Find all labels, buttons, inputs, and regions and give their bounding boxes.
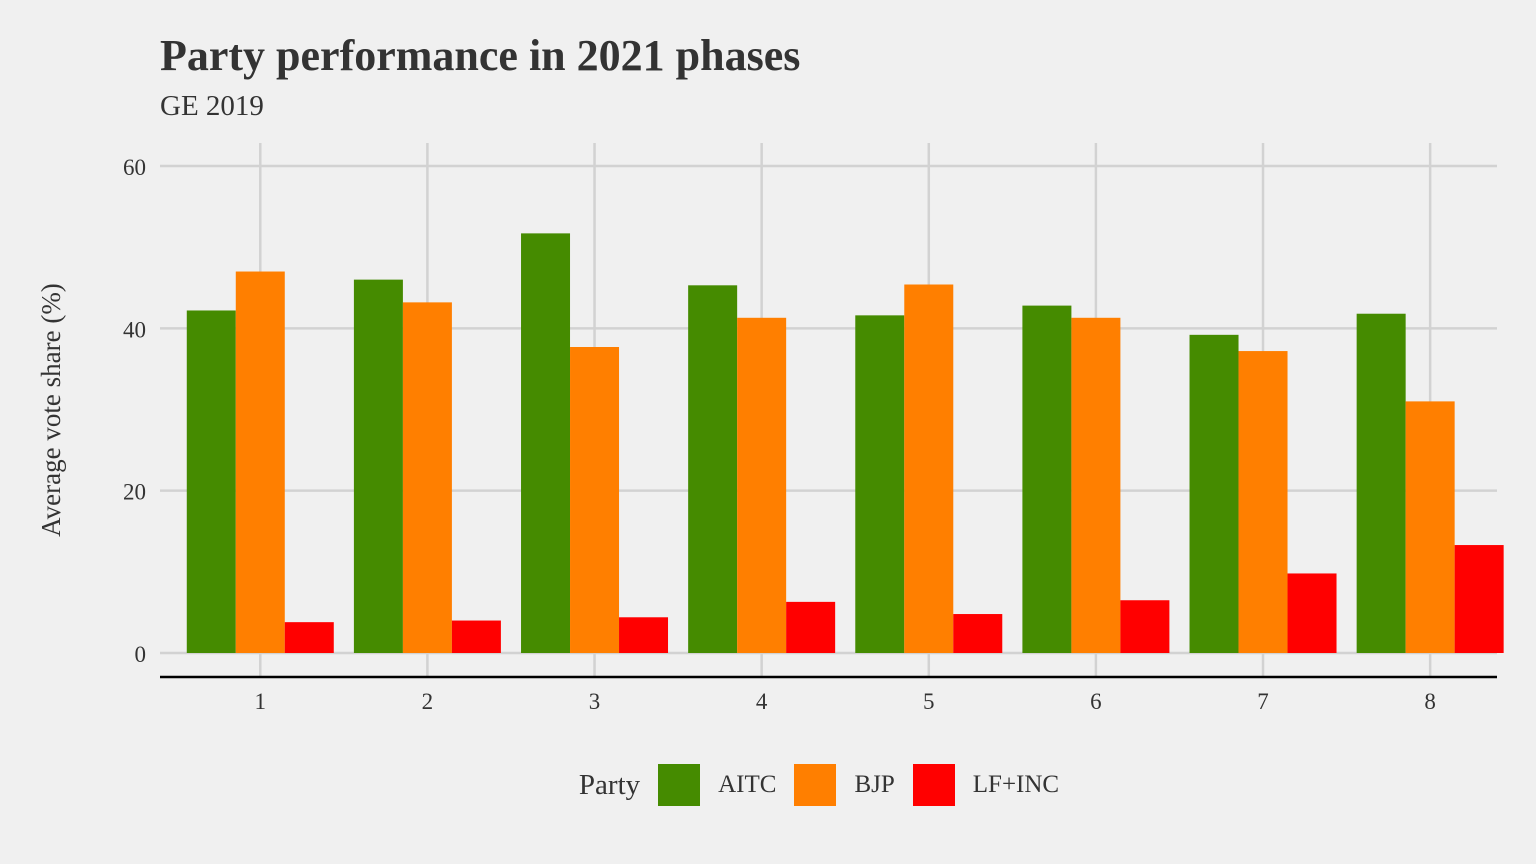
bar-bjp-phase-6 bbox=[1071, 317, 1121, 653]
legend-swatch-aitc bbox=[658, 764, 701, 806]
chart-subtitle: GE 2019 bbox=[160, 90, 264, 122]
y-tick-labels: 0 20 40 60 bbox=[123, 155, 146, 667]
bar-aitc-phase-1 bbox=[186, 310, 236, 653]
bar-aitc-phase-5 bbox=[855, 315, 905, 653]
bar-aitc-phase-2 bbox=[353, 279, 403, 653]
y-tick-label: 60 bbox=[123, 155, 146, 180]
y-tick-label: 0 bbox=[135, 642, 147, 667]
bar-lf-inc-phase-8 bbox=[1454, 545, 1504, 653]
bar-aitc-phase-6 bbox=[1022, 305, 1072, 653]
bar-aitc-phase-7 bbox=[1189, 334, 1239, 653]
x-tick-label: 8 bbox=[1424, 689, 1436, 714]
bar-bjp-phase-7 bbox=[1238, 351, 1288, 653]
y-tick-label: 40 bbox=[123, 317, 146, 342]
legend-label-aitc: AITC bbox=[718, 771, 777, 798]
bar-bjp-phase-4 bbox=[737, 317, 787, 653]
x-tick-label: 7 bbox=[1257, 689, 1269, 714]
legend-label-bjp: BJP bbox=[854, 771, 895, 798]
bar-aitc-phase-4 bbox=[688, 285, 738, 653]
legend-item-bjp: BJP bbox=[794, 764, 895, 806]
legend-swatch-lf-inc bbox=[912, 764, 955, 806]
legend-swatch-bjp bbox=[794, 764, 837, 806]
legend-item-lf-inc: LF+INC bbox=[912, 764, 1060, 806]
bar-lf-inc-phase-6 bbox=[1120, 600, 1170, 653]
bar-bjp-phase-2 bbox=[402, 302, 452, 653]
bar-aitc-phase-8 bbox=[1356, 313, 1406, 653]
bar-aitc-phase-3 bbox=[521, 233, 571, 653]
bar-lf-inc-phase-3 bbox=[619, 617, 669, 653]
y-axis-label: Average vote share (%) bbox=[36, 283, 66, 537]
x-tick-label: 5 bbox=[923, 689, 935, 714]
legend-title: Party bbox=[578, 768, 641, 801]
bar-bjp-phase-1 bbox=[235, 271, 285, 653]
bar-lf-inc-phase-7 bbox=[1287, 573, 1337, 653]
legend-item-aitc: AITC bbox=[658, 764, 776, 806]
x-tick-label: 1 bbox=[255, 689, 267, 714]
legend-label-lf-inc: LF+INC bbox=[972, 771, 1060, 798]
bar-bjp-phase-5 bbox=[904, 284, 954, 653]
chart-title: Party performance in 2021 phases bbox=[160, 31, 801, 80]
y-tick-label: 20 bbox=[123, 480, 146, 505]
bar-bjp-phase-8 bbox=[1405, 401, 1455, 653]
bar-bjp-phase-3 bbox=[570, 347, 620, 653]
bar-lf-inc-phase-5 bbox=[953, 614, 1003, 653]
bar-lf-inc-phase-2 bbox=[451, 620, 501, 653]
x-tick-labels: 1 2 3 4 5 6 7 8 bbox=[255, 689, 1436, 714]
x-tick-label: 2 bbox=[422, 689, 434, 714]
x-tick-label: 3 bbox=[589, 689, 601, 714]
legend: Party AITC BJP LF+INC bbox=[0, 762, 1536, 808]
bar-lf-inc-phase-1 bbox=[284, 622, 334, 653]
x-tick-label: 6 bbox=[1090, 689, 1102, 714]
bars bbox=[186, 233, 1504, 653]
x-tick-label: 4 bbox=[756, 689, 768, 714]
bar-lf-inc-phase-4 bbox=[786, 601, 836, 653]
